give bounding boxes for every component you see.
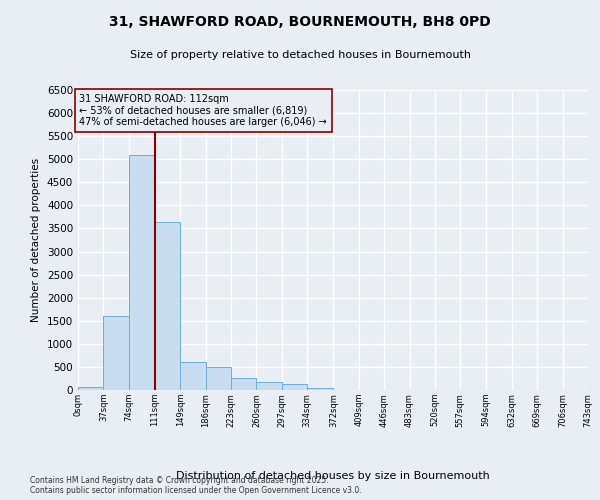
Bar bbox=[231, 378, 256, 390]
Bar bbox=[154, 222, 180, 390]
Bar bbox=[206, 367, 231, 390]
Bar bbox=[307, 388, 334, 390]
Bar bbox=[103, 316, 129, 390]
Bar bbox=[78, 386, 103, 390]
Text: 31, SHAWFORD ROAD, BOURNEMOUTH, BH8 0PD: 31, SHAWFORD ROAD, BOURNEMOUTH, BH8 0PD bbox=[109, 15, 491, 29]
Y-axis label: Number of detached properties: Number of detached properties bbox=[31, 158, 41, 322]
Bar bbox=[282, 384, 307, 390]
Text: 31 SHAWFORD ROAD: 112sqm
← 53% of detached houses are smaller (6,819)
47% of sem: 31 SHAWFORD ROAD: 112sqm ← 53% of detach… bbox=[79, 94, 327, 128]
Text: Contains HM Land Registry data © Crown copyright and database right 2025.
Contai: Contains HM Land Registry data © Crown c… bbox=[30, 476, 362, 495]
Bar bbox=[180, 362, 206, 390]
Text: Size of property relative to detached houses in Bournemouth: Size of property relative to detached ho… bbox=[130, 50, 470, 60]
Bar bbox=[256, 382, 282, 390]
X-axis label: Distribution of detached houses by size in Bournemouth: Distribution of detached houses by size … bbox=[176, 471, 490, 481]
Bar bbox=[129, 154, 154, 390]
